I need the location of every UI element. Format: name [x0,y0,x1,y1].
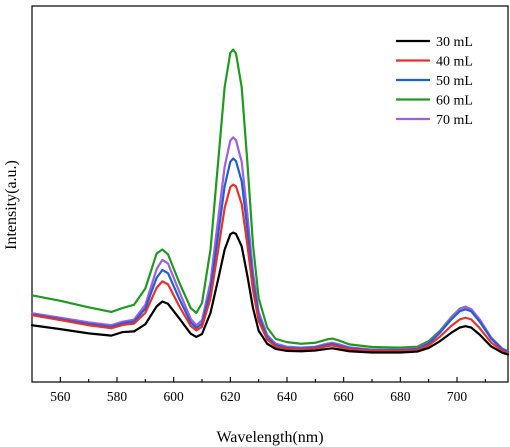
x-tick-label: 560 [50,389,71,404]
x-axis: 560 580 600 620 640 660 680 700 [50,377,486,404]
series-line-40-ml [30,183,510,354]
x-tick-label: 620 [220,389,241,404]
legend-label: 60 mL [436,94,473,109]
legend-label: 70 mL [436,113,473,128]
legend-label: 50 mL [436,74,473,89]
plot-border [31,5,509,383]
series-layer [30,48,510,356]
series-line-50-ml [30,157,510,353]
x-axis-label: Wavelength(nm) [216,429,323,446]
series-line-70-ml [30,136,510,353]
x-tick-label: 580 [107,389,128,404]
series-line-30-ml [30,231,510,356]
legend: 30 mL 40 mL 50 mL 60 mL 70 mL [396,35,473,128]
y-axis-label: Intensity(a.u.) [3,160,20,250]
x-tick-label: 700 [447,389,468,404]
plot-frame [31,5,509,383]
x-tick-label: 600 [164,389,185,404]
x-tick-label: 680 [390,389,411,404]
legend-label: 40 mL [436,55,473,70]
legend-label: 30 mL [436,35,473,50]
x-tick-label: 660 [334,389,355,404]
x-tick-label: 640 [277,389,298,404]
